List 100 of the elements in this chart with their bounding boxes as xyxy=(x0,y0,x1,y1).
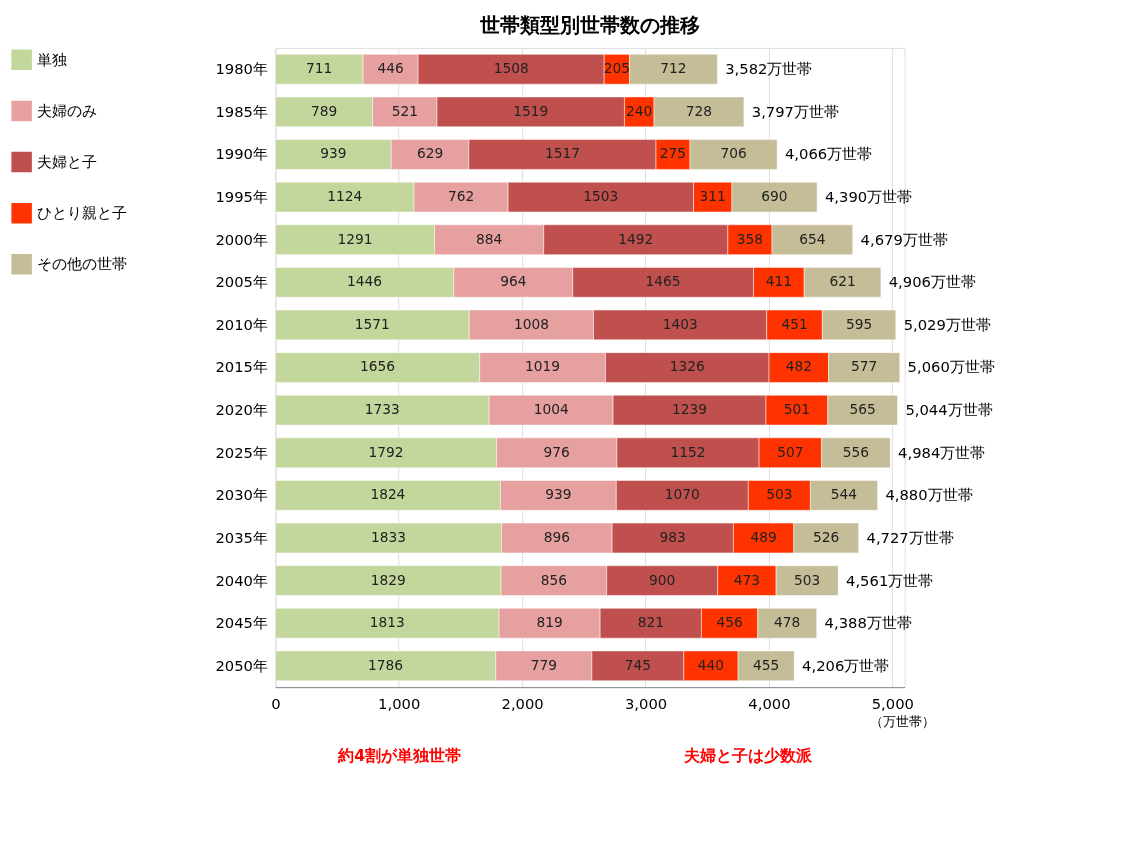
data-label: 1508 xyxy=(493,60,529,77)
x-tick-label: 1,000 xyxy=(378,695,421,713)
data-label: 1446 xyxy=(347,273,383,290)
legend-label: その他の世帯 xyxy=(37,255,128,273)
total-label: 5,044万世帯 xyxy=(905,401,993,419)
data-label: 501 xyxy=(783,401,811,418)
data-label: 621 xyxy=(829,273,856,290)
legend-label: 単独 xyxy=(37,50,68,68)
data-label: 1519 xyxy=(513,102,549,119)
total-label: 4,679万世帯 xyxy=(860,230,948,248)
data-label: 1792 xyxy=(368,443,404,460)
data-label: 507 xyxy=(777,443,804,460)
data-label: 654 xyxy=(799,230,826,247)
data-label: 1829 xyxy=(370,571,406,588)
y-tick-label: 2010年 xyxy=(215,315,268,333)
data-label: 411 xyxy=(765,273,792,290)
total-label: 4,206万世帯 xyxy=(802,656,890,674)
data-label: 1492 xyxy=(618,230,654,247)
text: 約4割が単独世帯 xyxy=(337,745,462,765)
y-tick-label: 2045年 xyxy=(215,614,268,632)
data-label: 358 xyxy=(736,230,764,247)
x-tick-label: 3,000 xyxy=(624,695,668,713)
data-label: 1813 xyxy=(369,614,405,631)
data-label: 205 xyxy=(603,60,630,77)
data-label: 503 xyxy=(794,571,821,588)
data-label: 1403 xyxy=(662,315,698,332)
y-tick-label: 2025年 xyxy=(215,443,268,461)
y-tick-label: 1990年 xyxy=(215,145,268,163)
data-label: 690 xyxy=(761,188,788,205)
data-label: 745 xyxy=(624,656,651,673)
data-label: 544 xyxy=(830,486,858,503)
data-label: 1824 xyxy=(370,486,406,503)
x-tick-label: 5,000 xyxy=(871,695,914,713)
data-label: 900 xyxy=(649,571,676,588)
data-label: 1517 xyxy=(544,145,580,162)
data-label: 789 xyxy=(310,102,338,119)
y-tick-label: 2015年 xyxy=(215,358,268,376)
data-label: 1733 xyxy=(364,401,400,418)
x-tick-label: 4,000 xyxy=(748,695,791,713)
data-label: 1786 xyxy=(368,656,404,673)
y-tick-label: 2035年 xyxy=(215,528,268,546)
total-label: 4,066万世帯 xyxy=(784,145,873,163)
data-label: 311 xyxy=(699,188,726,205)
data-label: 711 xyxy=(306,60,333,77)
data-label: 1070 xyxy=(664,486,700,503)
data-label: 451 xyxy=(781,315,808,332)
total-label: 4,984万世帯 xyxy=(898,443,986,461)
data-label: 1465 xyxy=(645,273,681,290)
total-label: 4,880万世帯 xyxy=(885,486,973,504)
data-label: 556 xyxy=(842,443,870,460)
total-label: 3,582万世帯 xyxy=(725,60,813,78)
data-label: 821 xyxy=(637,614,664,631)
data-label: 712 xyxy=(660,60,687,77)
x-axis-title: （万世帯） xyxy=(869,713,935,729)
data-label: 1503 xyxy=(583,188,619,205)
data-label: 896 xyxy=(543,528,570,545)
data-label: 939 xyxy=(320,145,347,162)
data-label: 489 xyxy=(750,528,777,545)
data-label: 1152 xyxy=(670,443,706,460)
text: 夫婦と子は少数派 xyxy=(683,745,814,765)
data-label: 503 xyxy=(766,486,793,503)
data-label: 1833 xyxy=(370,528,406,545)
data-label: 1571 xyxy=(354,315,390,332)
total-label: 3,797万世帯 xyxy=(751,102,839,120)
data-label: 526 xyxy=(813,528,840,545)
data-label: 275 xyxy=(659,145,687,162)
data-label: 456 xyxy=(716,614,743,631)
y-tick-label: 2020年 xyxy=(215,401,268,419)
total-label: 5,060万世帯 xyxy=(907,358,995,376)
chart-title: 世帯類型別世帯数の推移 xyxy=(479,14,701,38)
legend-label: 夫婦のみ xyxy=(37,101,98,119)
data-label: 706 xyxy=(720,145,747,162)
data-label: 728 xyxy=(685,102,713,119)
data-label: 779 xyxy=(530,656,557,673)
data-label: 521 xyxy=(391,102,418,119)
data-label: 478 xyxy=(774,614,801,631)
data-label: 976 xyxy=(543,443,570,460)
legend-label: ひとり親と子 xyxy=(37,204,128,222)
data-label: 1019 xyxy=(525,358,561,375)
legend-label: 夫婦と子 xyxy=(37,152,98,170)
data-label: 595 xyxy=(845,315,873,332)
data-label: 819 xyxy=(536,614,563,631)
y-tick-label: 1980年 xyxy=(215,60,268,78)
x-tick-label: 2,000 xyxy=(501,695,544,713)
data-label: 446 xyxy=(377,60,404,77)
data-label: 762 xyxy=(447,188,475,205)
data-label: 1326 xyxy=(669,358,705,375)
data-label: 964 xyxy=(500,273,527,290)
data-label: 629 xyxy=(416,145,444,162)
y-tick-label: 2005年 xyxy=(215,273,268,291)
data-label: 1004 xyxy=(533,401,569,418)
data-label: 1291 xyxy=(337,230,373,247)
y-tick-label: 2040年 xyxy=(215,571,268,589)
data-label: 455 xyxy=(753,656,780,673)
data-label: 939 xyxy=(545,486,572,503)
data-label: 1008 xyxy=(513,315,549,332)
data-label: 884 xyxy=(476,230,503,247)
total-label: 5,029万世帯 xyxy=(903,315,991,333)
total-label: 4,727万世帯 xyxy=(866,528,954,546)
data-label: 577 xyxy=(851,358,878,375)
